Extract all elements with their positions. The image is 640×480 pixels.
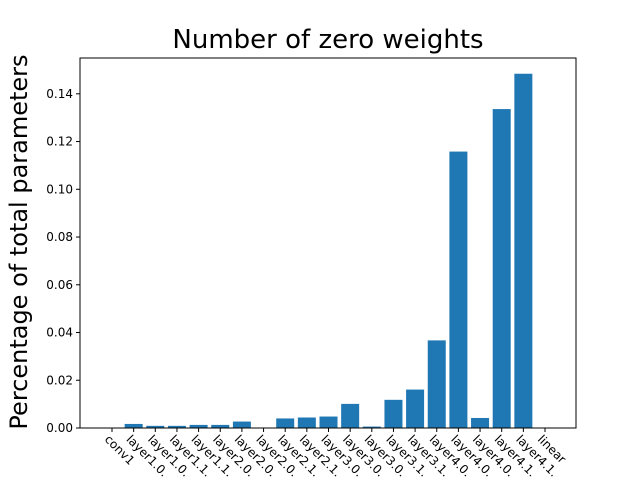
y-tick-label: 0.12 xyxy=(46,135,73,149)
bar xyxy=(341,403,360,428)
y-tick-label: 0.02 xyxy=(46,373,73,387)
bar xyxy=(362,426,381,428)
bar xyxy=(232,421,251,428)
bar xyxy=(297,417,316,428)
y-axis-label: Percentage of total parameters xyxy=(5,54,33,429)
chart-title: Number of zero weights xyxy=(172,25,483,55)
bars-group xyxy=(124,73,533,428)
y-axis: 0.00 0.02 0.04 0.06 0.08 0.10 0.12 0.14 xyxy=(46,87,80,435)
y-tick-label: 0.14 xyxy=(46,87,73,101)
bar xyxy=(514,73,533,428)
bar xyxy=(124,423,143,428)
y-tick-label: 0.00 xyxy=(46,421,73,435)
bar xyxy=(406,389,425,428)
plot-frame xyxy=(79,57,577,429)
bar xyxy=(492,109,511,428)
bar xyxy=(471,417,490,428)
bar xyxy=(211,424,230,428)
bar xyxy=(449,151,468,428)
x-axis: conv1layer1.0.layer1.0.layer1.1.layer1.1… xyxy=(102,428,569,480)
y-tick-label: 0.10 xyxy=(46,182,73,196)
bar xyxy=(319,416,338,428)
y-tick-label: 0.04 xyxy=(46,326,73,340)
y-tick-label: 0.06 xyxy=(46,278,73,292)
bar xyxy=(276,418,295,428)
y-tick-label: 0.08 xyxy=(46,230,73,244)
bar xyxy=(146,425,165,428)
bar xyxy=(384,399,403,428)
bar xyxy=(427,340,446,428)
bar xyxy=(189,424,208,428)
bar xyxy=(167,425,186,428)
